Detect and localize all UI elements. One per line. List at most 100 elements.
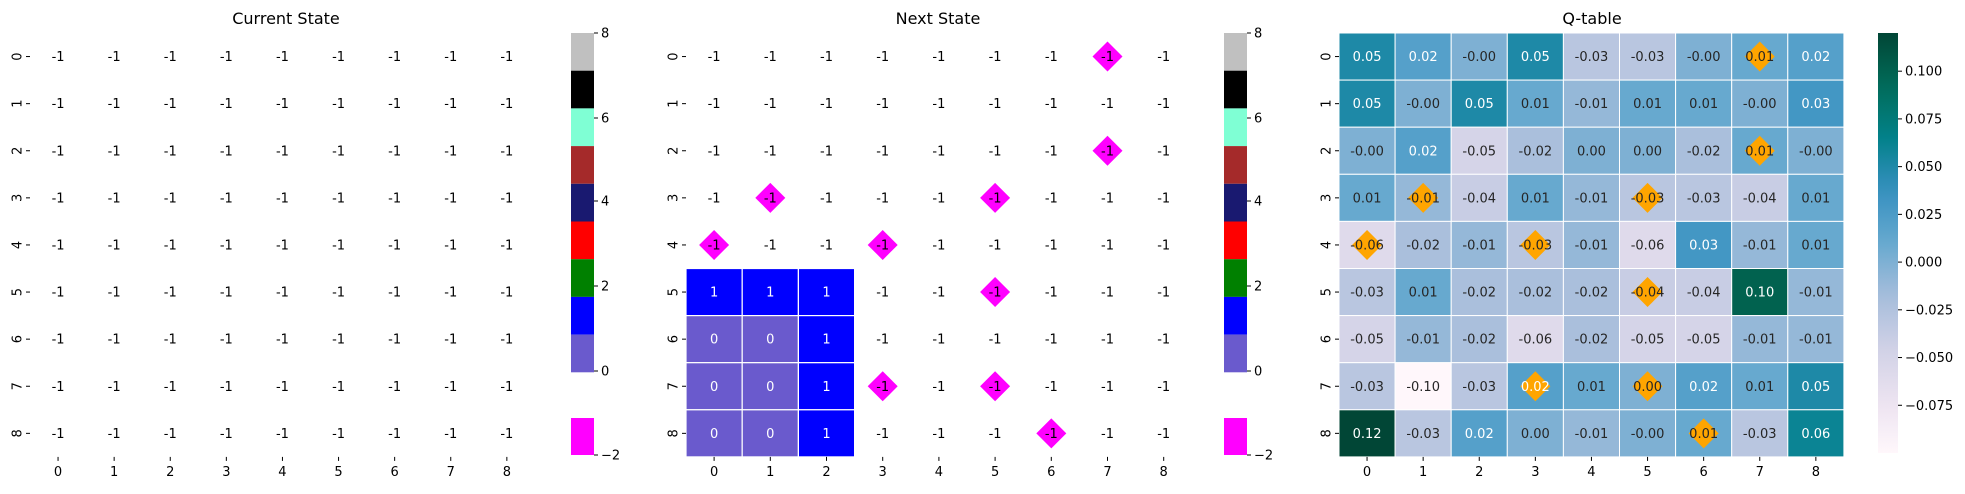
heatmap-cell (1787, 409, 1845, 458)
cell-value: -1 (164, 380, 177, 395)
cell-value: -0.02 (1575, 333, 1609, 348)
y-tick-label: 1 (667, 100, 682, 108)
cell-value: 0.02 (1465, 427, 1494, 442)
colorbar-segment (1224, 70, 1247, 109)
y-tick-label: 4 (11, 241, 26, 249)
cell-value: -0.03 (1575, 50, 1609, 65)
cell-value: 0.01 (1521, 191, 1550, 206)
cell-value: 0 (766, 333, 774, 348)
cell-value: 0.05 (1353, 97, 1382, 112)
cell-value: -0.10 (1406, 380, 1440, 395)
cell-value: -0.02 (1462, 286, 1496, 301)
cell-value: -0.03 (1350, 380, 1384, 395)
cell-value: -1 (1157, 97, 1170, 112)
colorbar-segment (571, 70, 594, 109)
cell-value: -0.01 (1575, 191, 1609, 206)
cell-value: -1 (1101, 238, 1114, 253)
colorbar-tick-label: 0 (601, 365, 609, 380)
heatmap-cell (1562, 362, 1621, 411)
marker-diamond (980, 182, 1011, 213)
cell-value: -0.02 (1462, 333, 1496, 348)
marker-diamond (755, 182, 786, 213)
cell-value: -0.06 (1350, 238, 1384, 253)
heatmap-cell (1394, 126, 1452, 175)
x-tick-label: 7 (1756, 465, 1764, 480)
cell-value: -1 (932, 286, 945, 301)
heatmap-cell (1450, 362, 1508, 411)
cell-value: -1 (108, 97, 121, 112)
cell-value: -1 (388, 191, 401, 206)
heatmap-cell (1506, 32, 1564, 81)
cell-value: -1 (708, 191, 721, 206)
cell-value: -1 (444, 191, 457, 206)
marker-diamond (1688, 418, 1719, 449)
marker-diamond (1520, 229, 1551, 260)
heatmap-cell (1450, 79, 1508, 128)
heatmap-cell (685, 267, 743, 317)
cell-value: -1 (932, 380, 945, 395)
cell-value: -1 (876, 380, 889, 395)
colorbar: 8 6 4 2 0 −2 (1224, 27, 1273, 464)
y-tick-label: 0 (1320, 52, 1335, 60)
cell-value: -1 (388, 427, 401, 442)
heatmap-cell (1394, 362, 1452, 411)
cell-value: -1 (876, 144, 889, 159)
colorbar-segment (571, 146, 594, 184)
panel-q-table: Q-table 0.05 0.02 -0.00 0.05 -0.03 -0.03 -0.00… (1320, 9, 1954, 480)
cell-value: -1 (989, 50, 1002, 65)
colorbar-segment (1224, 146, 1247, 184)
colorbar-tick-label: 6 (601, 112, 609, 127)
cell-value: -1 (1157, 286, 1170, 301)
cell-value: -0.04 (1743, 191, 1777, 206)
cell-value: -1 (876, 427, 889, 442)
cell-value: -1 (1157, 380, 1170, 395)
cell-value: -0.02 (1519, 286, 1553, 301)
cell-value: 0 (766, 380, 774, 395)
cell-value: -1 (276, 50, 289, 65)
cell-value: -1 (1045, 97, 1058, 112)
cell-value: -1 (52, 238, 65, 253)
cell-value: -1 (220, 191, 233, 206)
heatmap-cell (1338, 173, 1396, 222)
cell-value: -0.02 (1406, 238, 1440, 253)
marker-diamond (1632, 371, 1663, 402)
cell-value: -1 (764, 97, 777, 112)
cell-value: -0.04 (1687, 286, 1721, 301)
x-tick-label: 1 (1419, 465, 1427, 480)
marker-diamond (1744, 41, 1775, 72)
heatmap-cell (1731, 409, 1789, 458)
heatmap-cell (1506, 126, 1564, 175)
heatmap-cell (1562, 315, 1621, 364)
cell-value: -1 (1157, 427, 1170, 442)
colorbar-segment (1224, 221, 1247, 260)
cell-value: -1 (388, 50, 401, 65)
cell-value: -1 (708, 50, 721, 65)
heatmap-cell (1675, 32, 1733, 81)
heatmap-cell (1787, 362, 1845, 411)
colorbar-segment (571, 418, 594, 455)
cell-value: -1 (108, 50, 121, 65)
cell-value: -0.06 (1519, 333, 1553, 348)
cell-value: 0.05 (1353, 50, 1382, 65)
cell-value: -0.00 (1799, 144, 1833, 159)
cell-value: -1 (932, 97, 945, 112)
cell-value: -1 (276, 333, 289, 348)
colorbar-gradient (1878, 33, 1898, 453)
heatmap-cell (1394, 220, 1452, 269)
cell-value: -1 (444, 97, 457, 112)
x-tick-label: 4 (935, 465, 943, 480)
cell-value: -0.05 (1687, 333, 1721, 348)
cell-value: -1 (708, 97, 721, 112)
cell-value: -1 (876, 50, 889, 65)
y-tick-label: 3 (667, 194, 682, 202)
heatmap-cell (741, 409, 800, 458)
cell-value: -1 (52, 97, 65, 112)
cell-value: -0.00 (1350, 144, 1384, 159)
heatmap-cell (685, 315, 743, 364)
colorbar-tick-label: 0.050 (1905, 160, 1942, 175)
cell-value: -1 (388, 286, 401, 301)
cell-value: -1 (1101, 380, 1114, 395)
cell-value: -1 (1101, 333, 1114, 348)
colorbar-tick-label: 0 (1254, 365, 1262, 380)
